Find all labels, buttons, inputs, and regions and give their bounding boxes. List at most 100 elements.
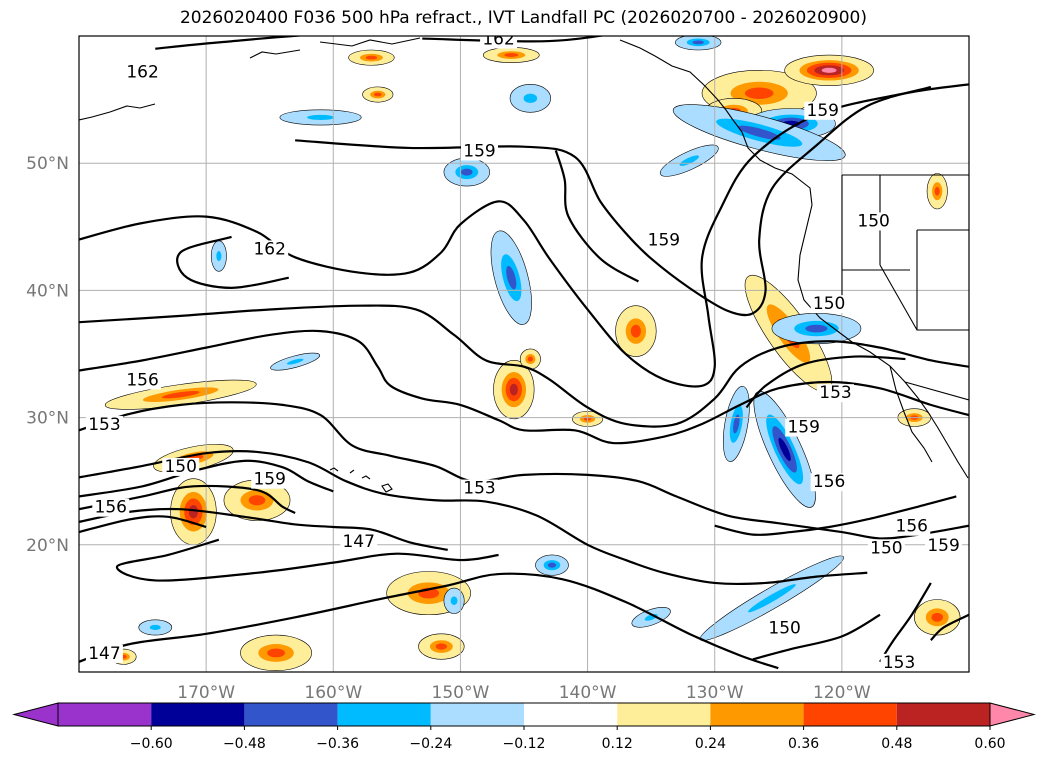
positive-ivt-blob (348, 49, 395, 66)
contour-label-bg (867, 539, 905, 558)
contour-label: 162 (126, 63, 158, 83)
refractivity-contour (79, 507, 448, 551)
positive-ivt-blob (240, 634, 312, 672)
contour-label-bg (855, 212, 893, 231)
lon-tick-label: 160°W (304, 683, 362, 703)
longitude-labels: 170°W 160°W 150°W 140°W 130°W 120°W (177, 683, 871, 703)
contour-label-bg (162, 457, 200, 476)
latitude-labels: 20°N 30°N 40°N 50°N (26, 154, 69, 556)
negative-ivt-blob (675, 36, 722, 51)
contour-label: 150 (857, 211, 889, 231)
negative-ivt-blob (279, 109, 362, 126)
ivt-shade-ring (547, 562, 557, 568)
contour-label: 162 (482, 30, 514, 50)
negative-ivt-blob (509, 84, 551, 113)
ivt-shade-ring (934, 186, 940, 196)
positive-ivt-blob (170, 478, 217, 546)
contour-label: 159 (253, 470, 285, 490)
ivt-shade-ring (737, 125, 781, 140)
contour-label: 156 (126, 370, 158, 390)
contour-label-bg (880, 653, 918, 672)
contour-label: 150 (813, 294, 845, 314)
refractivity-contour (79, 572, 779, 670)
positive-ivt-blob (519, 348, 541, 370)
positive-ivt-blob (483, 47, 540, 64)
ivt-shade-ring (931, 612, 943, 622)
ivt-shade-ring (509, 383, 518, 396)
positive-ivt-blob (784, 54, 874, 86)
positive-ivt-blob (615, 305, 657, 357)
ivt-shade-ring (692, 40, 704, 45)
contour-label-bg (85, 415, 123, 434)
contour-label: 159 (927, 536, 959, 556)
contour-label-bg (251, 470, 289, 489)
colorbar: −0.60 −0.48 −0.36 −0.24 −0.12 0.12 0.24 0.36 0.4… (12, 702, 1036, 752)
contour-label-bg (810, 473, 848, 492)
ivt-shade-ring (149, 624, 161, 631)
lat-tick-label: 30°N (26, 409, 69, 429)
refractivity-contour (422, 36, 606, 43)
lat-tick-label: 20°N (26, 536, 69, 556)
negative-ivt-blob (771, 312, 862, 345)
colorbar-tick-label: −0.12 (503, 736, 546, 752)
lat-tick-label: 40°N (26, 281, 69, 301)
colorbar-segment (896, 703, 990, 726)
contour-label: 159 (463, 141, 495, 161)
colorbar-tick-label: 0.60 (974, 736, 1005, 752)
page-title: 2026020400 F036 500 hPa refract., IVT La… (179, 8, 867, 28)
ivt-shade-ring (504, 53, 519, 57)
colorbar-segment (430, 703, 524, 726)
lon-tick-label: 130°W (686, 683, 744, 703)
ivt-shade-ring (748, 584, 796, 613)
colorbar-segment (524, 703, 618, 726)
refractivity-contour (295, 85, 932, 317)
colorbar-segment (151, 703, 245, 726)
ivt-shade-ring (307, 114, 335, 120)
refractivity-contour (155, 36, 308, 50)
colorbar-segment (58, 703, 152, 726)
contour-label-bg (251, 240, 289, 259)
ivt-shade-ring (216, 250, 222, 262)
ivt-shade-ring (744, 87, 774, 99)
colorbar-tick-label: −0.24 (409, 736, 452, 752)
refractivity-contour (930, 613, 969, 641)
contour-label-bg (817, 384, 854, 403)
contour-label: 159 (648, 231, 680, 251)
negative-ivt-blob (443, 587, 465, 614)
refractivity-contour (116, 538, 499, 582)
lon-tick-label: 140°W (559, 683, 617, 703)
colorbar-tick-label: 0.36 (788, 736, 819, 752)
contour-label: 156 (896, 517, 928, 537)
colorbar-tick-label: 0.48 (881, 736, 912, 752)
contour-label-bg (461, 479, 498, 498)
contour-label: 153 (463, 479, 495, 499)
negative-ivt-blob (443, 157, 490, 187)
ivt-shade-ring (506, 265, 517, 290)
contour-label: 150 (768, 618, 800, 638)
contour-label: 147 (342, 532, 374, 552)
contour-label: 153 (88, 415, 120, 435)
contour-label-bg (461, 142, 498, 161)
refractivity-contour (176, 235, 289, 289)
positive-ivt-blob (362, 86, 394, 103)
refractivity-contours (79, 36, 969, 670)
contour-label-bg (893, 517, 931, 536)
colorbar-tick-label: −0.36 (316, 736, 359, 752)
contour-labels: 1621621591591621591501501531591561561531… (85, 30, 963, 673)
lon-tick-label: 150°W (432, 683, 490, 703)
refractivity-contour (554, 150, 639, 283)
ivt-shade-ring (778, 437, 791, 462)
colorbar-tick-label: −0.48 (223, 736, 266, 752)
refractivity-contour (752, 613, 881, 661)
contour-label-bg (85, 644, 123, 663)
refractivity-contour (79, 484, 296, 514)
contour-label-bg (766, 619, 804, 638)
contour-label: 159 (787, 418, 819, 438)
contour-label-bg (124, 371, 162, 390)
contour-label-bg (804, 101, 842, 120)
map-frame (78, 35, 970, 673)
contour-label: 153 (883, 653, 915, 673)
ivt-shade-ring (267, 648, 285, 658)
refractivity-contour (714, 495, 957, 536)
